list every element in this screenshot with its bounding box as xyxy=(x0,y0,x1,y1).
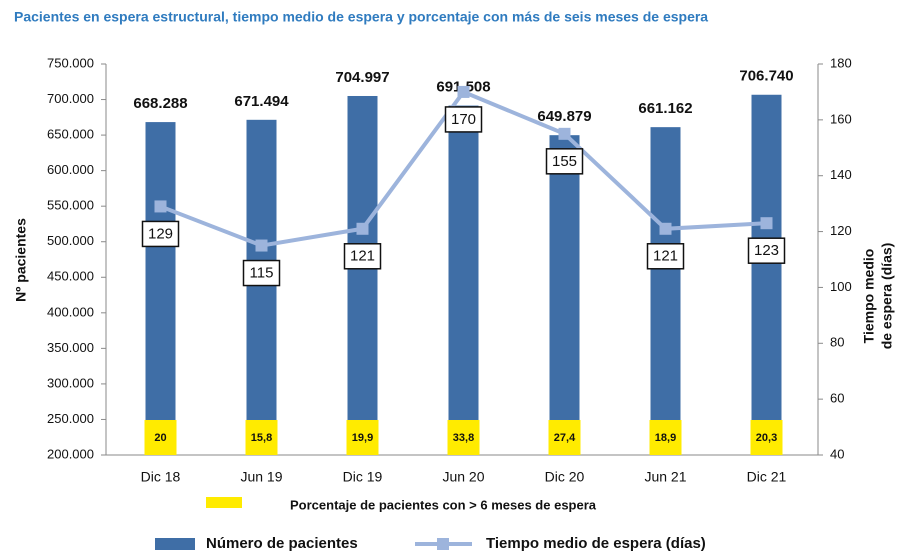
line-value-label: 155 xyxy=(552,153,577,170)
y-tick-label: 250.000 xyxy=(47,411,94,426)
bar-value-label: 706.740 xyxy=(739,68,793,85)
bar xyxy=(448,105,479,456)
y2-tick-label: 100 xyxy=(830,279,852,294)
percent-label: 20,3 xyxy=(756,432,777,444)
legend-swatch xyxy=(155,538,195,550)
percent-label: 20 xyxy=(154,432,166,444)
percent-box xyxy=(750,420,783,455)
line-value-label: 115 xyxy=(250,265,274,282)
line-marker xyxy=(255,239,268,252)
percent-label: 19,9 xyxy=(352,432,373,444)
line-marker xyxy=(659,222,672,235)
line-label-box xyxy=(646,243,685,270)
y2-tick-label: 40 xyxy=(830,446,844,461)
bar xyxy=(246,119,277,455)
x-tick-label: Dic 18 xyxy=(141,469,181,485)
y2-tick-label: 80 xyxy=(830,335,844,350)
line-label-box xyxy=(141,220,180,248)
y2-tick-label: 120 xyxy=(830,223,852,238)
line-label-box xyxy=(343,243,382,270)
line-value-label: 121 xyxy=(653,248,678,265)
percent-label: 33,8 xyxy=(453,432,474,444)
x-tick-label: Jun 21 xyxy=(644,469,686,485)
y-tick-label: 500.000 xyxy=(47,233,94,248)
y-tick-label: 350.000 xyxy=(47,340,94,355)
line-label-box xyxy=(545,148,584,175)
y2-tick-label: 160 xyxy=(830,111,852,126)
bar-value-label: 671.494 xyxy=(234,93,289,110)
y-tick-label: 300.000 xyxy=(47,375,94,390)
y2-tick-label: 180 xyxy=(830,55,852,70)
line-value-label: 123 xyxy=(754,242,779,259)
legend-swatch xyxy=(206,497,242,508)
y2-axis-title: de espera (días) xyxy=(879,243,895,350)
percent-box xyxy=(144,420,177,455)
y-tick-label: 450.000 xyxy=(47,269,94,284)
line-marker xyxy=(558,127,571,140)
y-axis-title: Nº pacientes xyxy=(13,218,29,302)
y-tick-label: 400.000 xyxy=(47,304,94,319)
x-tick-label: Dic 21 xyxy=(747,469,787,485)
line-marker xyxy=(457,85,470,98)
line-value-label: 129 xyxy=(148,225,173,242)
y2-tick-label: 140 xyxy=(830,167,852,182)
line-value-label: 170 xyxy=(451,111,476,128)
line-label-box xyxy=(747,237,786,264)
y-tick-label: 650.000 xyxy=(47,127,94,142)
percent-box xyxy=(548,420,581,455)
y-tick-label: 550.000 xyxy=(47,198,94,213)
percent-label: 18,9 xyxy=(655,432,676,444)
bar xyxy=(650,127,681,456)
legend-marker xyxy=(437,538,449,550)
y-tick-label: 700.000 xyxy=(47,91,94,106)
y2-axis-title: Tiempo medio xyxy=(861,249,877,344)
percent-label: 15,8 xyxy=(251,432,272,444)
percent-box xyxy=(447,420,480,455)
x-tick-label: Dic 20 xyxy=(545,469,585,485)
bar xyxy=(751,94,782,455)
line-label-box xyxy=(444,106,483,133)
legend-label: Porcentaje de pacientes con > 6 meses de… xyxy=(290,497,597,512)
line-marker xyxy=(154,200,167,213)
x-tick-label: Jun 20 xyxy=(442,469,484,485)
legend-label: Número de pacientes xyxy=(206,535,358,552)
percent-box xyxy=(245,420,278,455)
x-tick-label: Dic 19 xyxy=(343,469,383,485)
percent-box xyxy=(346,420,379,455)
line-value-label: 121 xyxy=(350,248,375,265)
percent-box xyxy=(649,420,682,455)
bar-value-label: 661.162 xyxy=(638,100,692,117)
line-marker xyxy=(760,217,773,230)
bar xyxy=(549,135,580,455)
bar-value-label: 704.997 xyxy=(335,69,389,86)
percent-label: 27,4 xyxy=(554,432,576,444)
chart-title: Pacientes en espera estructural, tiempo … xyxy=(14,9,708,25)
bar-value-label: 668.288 xyxy=(133,95,187,112)
line-label-box xyxy=(242,259,281,287)
legend-label: Tiempo medio de espera (días) xyxy=(486,535,706,552)
bar xyxy=(347,95,378,455)
bar xyxy=(145,122,176,455)
y-tick-label: 200.000 xyxy=(47,446,94,461)
x-tick-label: Jun 19 xyxy=(240,469,282,485)
bar-value-label: 649.879 xyxy=(537,108,591,125)
y-tick-label: 750.000 xyxy=(47,55,94,70)
y-tick-label: 600.000 xyxy=(47,162,94,177)
y2-tick-label: 60 xyxy=(830,391,844,406)
line-marker xyxy=(356,222,369,235)
